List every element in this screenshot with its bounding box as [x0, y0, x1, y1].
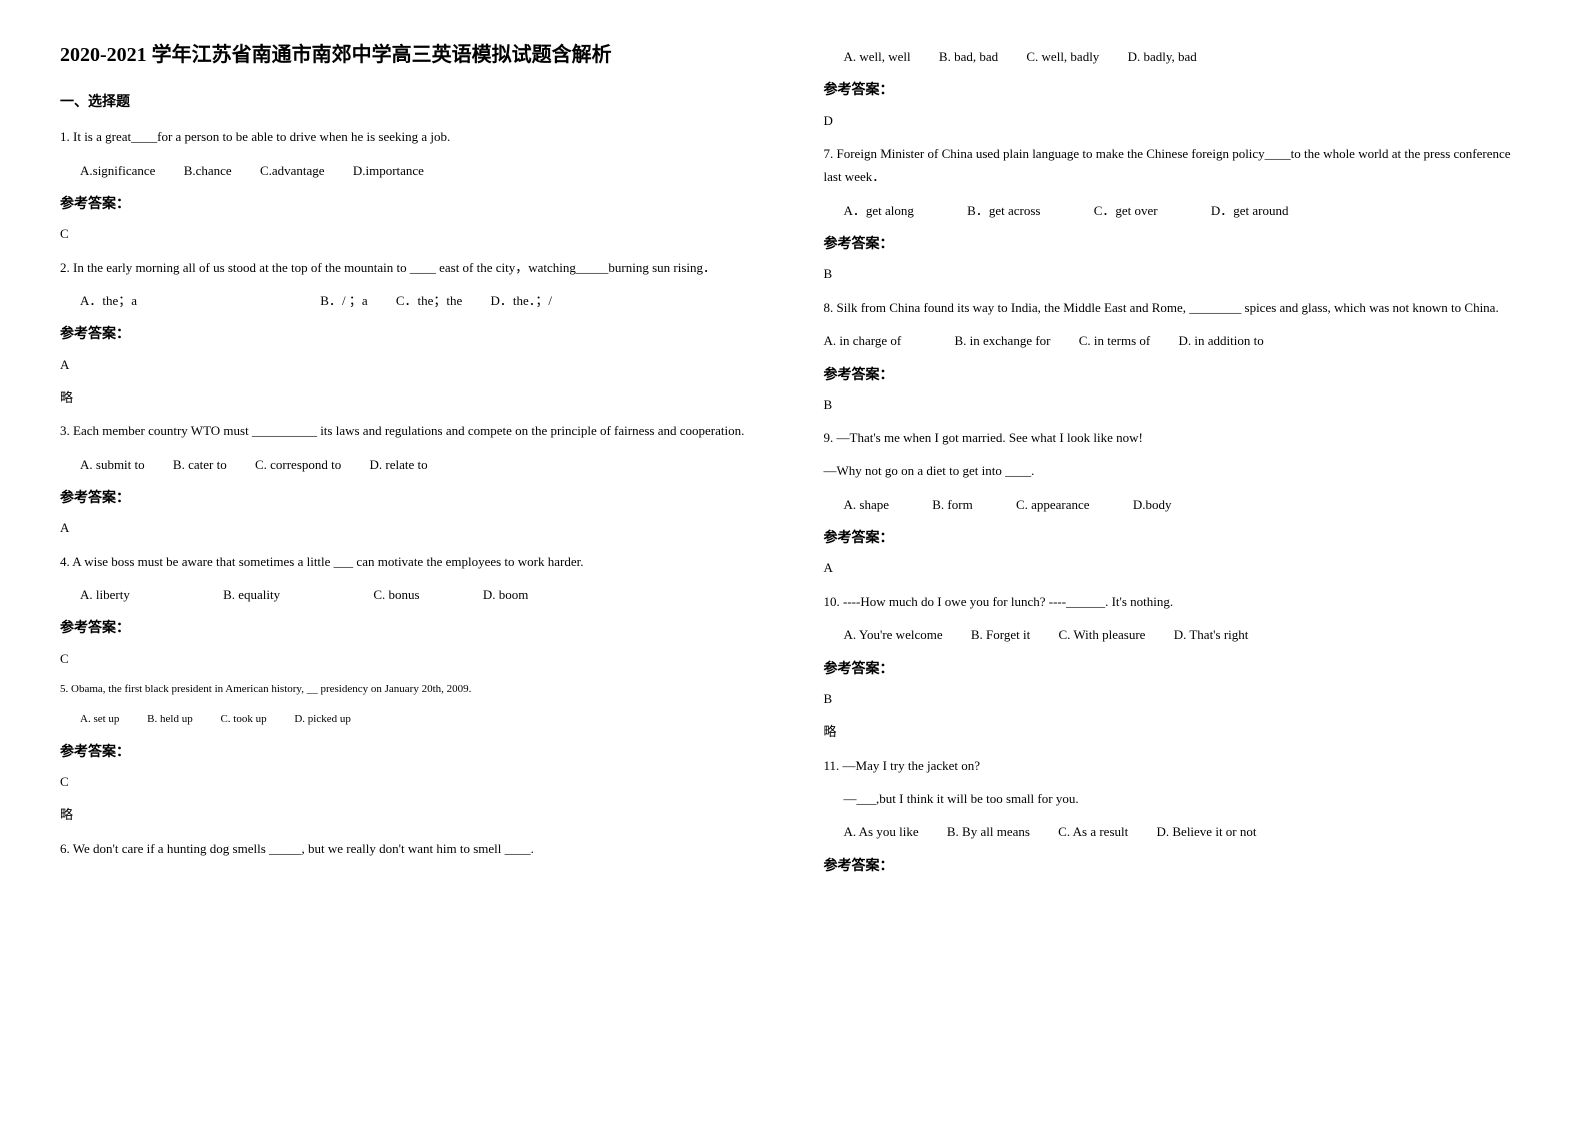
option: A. As you like	[844, 820, 919, 843]
answer-label: 参考答案：	[824, 363, 1528, 388]
option: A. You're welcome	[844, 623, 943, 646]
option: B. form	[932, 493, 972, 516]
option: B. By all means	[947, 820, 1030, 843]
option: C. With pleasure	[1058, 623, 1145, 646]
answer-label: 参考答案：	[824, 854, 1528, 879]
question-10: 10. ----How much do I owe you for lunch?…	[824, 590, 1528, 613]
option: D. boom	[483, 583, 529, 606]
section-heading: 一、选择题	[60, 90, 764, 115]
question-11a: 11. —May I try the jacket on?	[824, 754, 1528, 777]
option: B．get across	[967, 199, 1040, 222]
note-lue: 略	[824, 720, 1528, 743]
question-1-options: A.significance B.chance C.advantage D.im…	[80, 159, 764, 182]
answer-label: 参考答案：	[60, 322, 764, 347]
answer-label: 参考答案：	[824, 526, 1528, 551]
option: A．get along	[844, 199, 914, 222]
question-2: 2. In the early morning all of us stood …	[60, 256, 764, 279]
question-8-options: A. in charge of B. in exchange for C. in…	[824, 329, 1528, 352]
question-7-options: A．get along B．get across C．get over D．ge…	[844, 199, 1528, 222]
answer-6: D	[824, 109, 1528, 132]
option: D.importance	[353, 159, 424, 182]
answer-3: A	[60, 516, 764, 539]
option: C. took up	[220, 710, 266, 730]
answer-label: 参考答案：	[824, 657, 1528, 682]
option: D. relate to	[370, 453, 428, 476]
option: D. picked up	[294, 710, 351, 730]
answer-8: B	[824, 393, 1528, 416]
exam-page: 2020-2021 学年江苏省南通市南郊中学高三英语模拟试题含解析 一、选择题 …	[60, 40, 1527, 884]
question-10-options: A. You're welcome B. Forget it C. With p…	[844, 623, 1528, 646]
option: B．/ ；a	[320, 289, 367, 312]
option: B. cater to	[173, 453, 227, 476]
question-4-options: A. liberty B. equality C. bonus D. boom	[80, 583, 764, 606]
question-11-options: A. As you like B. By all means C. As a r…	[844, 820, 1528, 843]
option: C．the；the	[396, 289, 462, 312]
option: C. As a result	[1058, 820, 1128, 843]
option: D．the．；/	[491, 289, 552, 312]
option: A. set up	[80, 710, 119, 730]
option: D. in addition to	[1179, 329, 1264, 352]
option: A. well, well	[844, 45, 911, 68]
answer-9: A	[824, 556, 1528, 579]
exam-title: 2020-2021 学年江苏省南通市南郊中学高三英语模拟试题含解析	[60, 40, 764, 70]
option: C．get over	[1094, 199, 1158, 222]
answer-label: 参考答案：	[60, 486, 764, 511]
option: B. held up	[147, 710, 193, 730]
question-3: 3. Each member country WTO must ________…	[60, 419, 764, 442]
option: B. in exchange for	[954, 329, 1050, 352]
answer-5: C	[60, 770, 764, 793]
question-2-options: A．the；a B．/ ；a C．the；the D．the．；/	[80, 289, 764, 312]
option: B. Forget it	[971, 623, 1030, 646]
option: C. well, badly	[1026, 45, 1099, 68]
answer-label: 参考答案：	[60, 616, 764, 641]
question-3-options: A. submit to B. cater to C. correspond t…	[80, 453, 764, 476]
question-9b: —Why not go on a diet to get into ____.	[824, 459, 1528, 482]
option: A.significance	[80, 159, 155, 182]
option: A. shape	[844, 493, 890, 516]
option: C.advantage	[260, 159, 325, 182]
left-column: 2020-2021 学年江苏省南通市南郊中学高三英语模拟试题含解析 一、选择题 …	[60, 40, 764, 884]
question-6-options: A. well, well B. bad, bad C. well, badly…	[844, 45, 1528, 68]
answer-1: C	[60, 222, 764, 245]
option: A. in charge of	[824, 329, 902, 352]
option: B.chance	[184, 159, 232, 182]
question-11b: —___,but I think it will be too small fo…	[844, 787, 1528, 810]
answer-4: C	[60, 647, 764, 670]
question-4: 4. A wise boss must be aware that someti…	[60, 550, 764, 573]
option: A. liberty	[80, 583, 130, 606]
note-lue: 略	[60, 803, 764, 826]
option: C. in terms of	[1079, 329, 1151, 352]
option: A. submit to	[80, 453, 145, 476]
option: D．get around	[1211, 199, 1289, 222]
answer-label: 参考答案：	[60, 740, 764, 765]
question-8: 8. Silk from China found its way to Indi…	[824, 296, 1528, 319]
option: C. appearance	[1016, 493, 1090, 516]
right-column: A. well, well B. bad, bad C. well, badly…	[824, 40, 1528, 884]
answer-7: B	[824, 262, 1528, 285]
option: B. bad, bad	[939, 45, 998, 68]
question-5: 5. Obama, the first black president in A…	[60, 680, 764, 700]
question-7: 7. Foreign Minister of China used plain …	[824, 142, 1528, 189]
option: D.body	[1133, 493, 1172, 516]
option: A．the；a	[80, 289, 137, 312]
answer-10: B	[824, 687, 1528, 710]
note-lue: 略	[60, 386, 764, 409]
question-9-options: A. shape B. form C. appearance D.body	[844, 493, 1528, 516]
answer-label: 参考答案：	[824, 78, 1528, 103]
answer-label: 参考答案：	[824, 232, 1528, 257]
answer-2: A	[60, 353, 764, 376]
question-6: 6. We don't care if a hunting dog smells…	[60, 837, 764, 860]
option: D. badly, bad	[1128, 45, 1197, 68]
option: C. bonus	[373, 583, 419, 606]
question-1: 1. It is a great____for a person to be a…	[60, 125, 764, 148]
option: B. equality	[223, 583, 280, 606]
question-5-options: A. set up B. held up C. took up D. picke…	[80, 710, 764, 730]
option: C. correspond to	[255, 453, 341, 476]
answer-label: 参考答案：	[60, 192, 764, 217]
question-9a: 9. —That's me when I got married. See wh…	[824, 426, 1528, 449]
option: D. Believe it or not	[1156, 820, 1256, 843]
option: D. That's right	[1174, 623, 1249, 646]
